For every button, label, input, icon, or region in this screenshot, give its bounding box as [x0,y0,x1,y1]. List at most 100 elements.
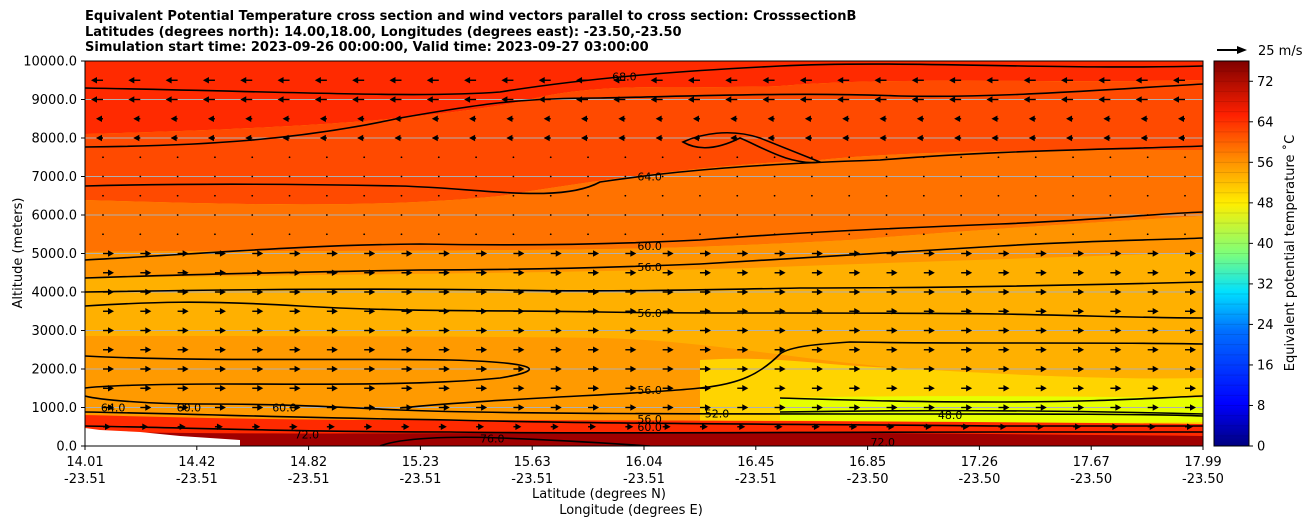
wind-vector-dot [624,194,627,197]
y-gridlines [85,99,1203,408]
wind-vector-head [331,269,338,276]
wind-vector-head [406,269,413,276]
title-line-2: Latitudes (degrees north): 14.00,18.00, … [85,24,682,40]
wind-vector-head [891,346,898,353]
wind-vector-head [369,404,376,411]
wind-vector-head [888,423,895,430]
wind-vector-head [1028,115,1035,122]
wind-vector-head [742,404,749,411]
wind-vector-head [916,115,923,122]
wind-vector-dot [1034,156,1037,159]
wind-vector-head [742,250,749,257]
wind-vector-head [704,404,711,411]
wind-vector-head [552,423,559,430]
wind-vector-head [331,404,338,411]
wind-vector-head [1190,404,1196,411]
wind-vector-dot [400,156,403,159]
wind-vector-head [108,308,114,315]
wind-vector-dot [139,214,142,216]
wind-vector-head [854,308,861,315]
wind-vector-head [182,250,189,257]
wind-vector-head [431,134,438,142]
wind-vector-head [667,250,674,257]
wind-vector-head [692,115,699,122]
colorbar-tick-label: 40 [1257,237,1274,252]
wind-vector-head [954,115,961,122]
wind-vector-head [543,115,550,122]
x-tick-label-lat: 14.82 [290,455,327,470]
wind-vector-head [481,308,488,315]
wind-vector-head [108,365,114,373]
wind-vector-head [779,269,786,276]
wind-vector-head [704,346,711,353]
contour-surface-d [379,436,651,446]
wind-vector-head [1115,250,1122,257]
wind-vector-head [219,404,226,411]
contour-label: 72.0 [871,436,896,449]
wind-vector-head [518,288,525,296]
wind-vector-head [1190,327,1196,334]
wind-vector-dot [512,156,515,159]
wind-vector-head [804,134,811,142]
wind-vector-dot [288,214,291,216]
wind-vector-head [854,269,861,276]
wind-vector-head [630,385,637,392]
colorbar-gradient [1214,61,1249,446]
wind-vector-head [282,115,289,122]
wind-vector-head [406,308,413,315]
contour-64-upper [85,83,1203,148]
wind-vector-head [1178,115,1184,122]
wind-vector-head [837,96,844,103]
wind-vector-head [543,134,550,142]
wind-vector-head [581,115,588,122]
x-tick-label-lat: 14.42 [178,455,215,470]
wind-vector-head [762,96,769,103]
x-tick-label-lat: 16.04 [625,455,662,470]
wind-vector-head [655,134,662,142]
wind-vector-head [618,134,625,142]
wind-vector-head [687,77,694,84]
band-upper-redorange [85,80,1203,205]
wind-vector-head [779,288,786,296]
wind-vector-head [725,77,732,84]
wind-vector-dot [661,175,664,178]
wind-vector-head [650,96,657,103]
wind-vector-head [630,308,637,315]
wind-vector-dot [214,175,216,178]
wind-vector-head [704,308,711,315]
wind-vector-head [667,288,674,296]
colorbar: 0 8 16 24 32 40 48 56 64 72 Equivalent potential … [1213,60,1298,455]
y-axis-ticks: 0.0 1000.0 2000.0 3000.0 4000.0 5000.0 6000.0 7… [23,55,85,455]
wind-vector-head [1078,404,1085,411]
wind-vector-dot [214,194,216,197]
wind-vector-head [96,115,102,122]
wind-vector-head [406,346,413,353]
wind-vector-head [182,327,189,334]
wind-vector-dot [251,194,254,197]
terrain-mask [85,428,240,446]
wind-vector-head [331,288,338,296]
wind-vector-head [779,327,786,334]
wind-vector-head [257,250,264,257]
wind-vector-dot [848,233,851,236]
wind-vector-head [779,250,786,257]
wind-vector-dot [885,156,888,159]
x-axis-label-lat: Latitude (degrees N) [532,487,666,502]
wind-vector-dot [848,194,851,197]
contour-label: 56.0 [637,384,662,397]
x-tick-label-lon: -23.51 [735,472,777,487]
wind-vector-dot [400,194,403,197]
wind-vector-head [667,327,674,334]
wind-vector-dot [773,194,776,197]
wind-vector-head [294,404,301,411]
wind-vector-head [1152,308,1159,315]
y-tick-label: 3000.0 [32,324,78,339]
wind-vector-dot [1109,214,1112,216]
wind-vector-dot [400,233,403,236]
wind-vector-head [816,385,823,392]
wind-vector-head [613,77,620,84]
wind-vector-head [1098,77,1105,84]
wind-vector-head [257,327,264,334]
wind-vector-head [406,327,413,334]
wind-vector-dot [475,194,478,197]
